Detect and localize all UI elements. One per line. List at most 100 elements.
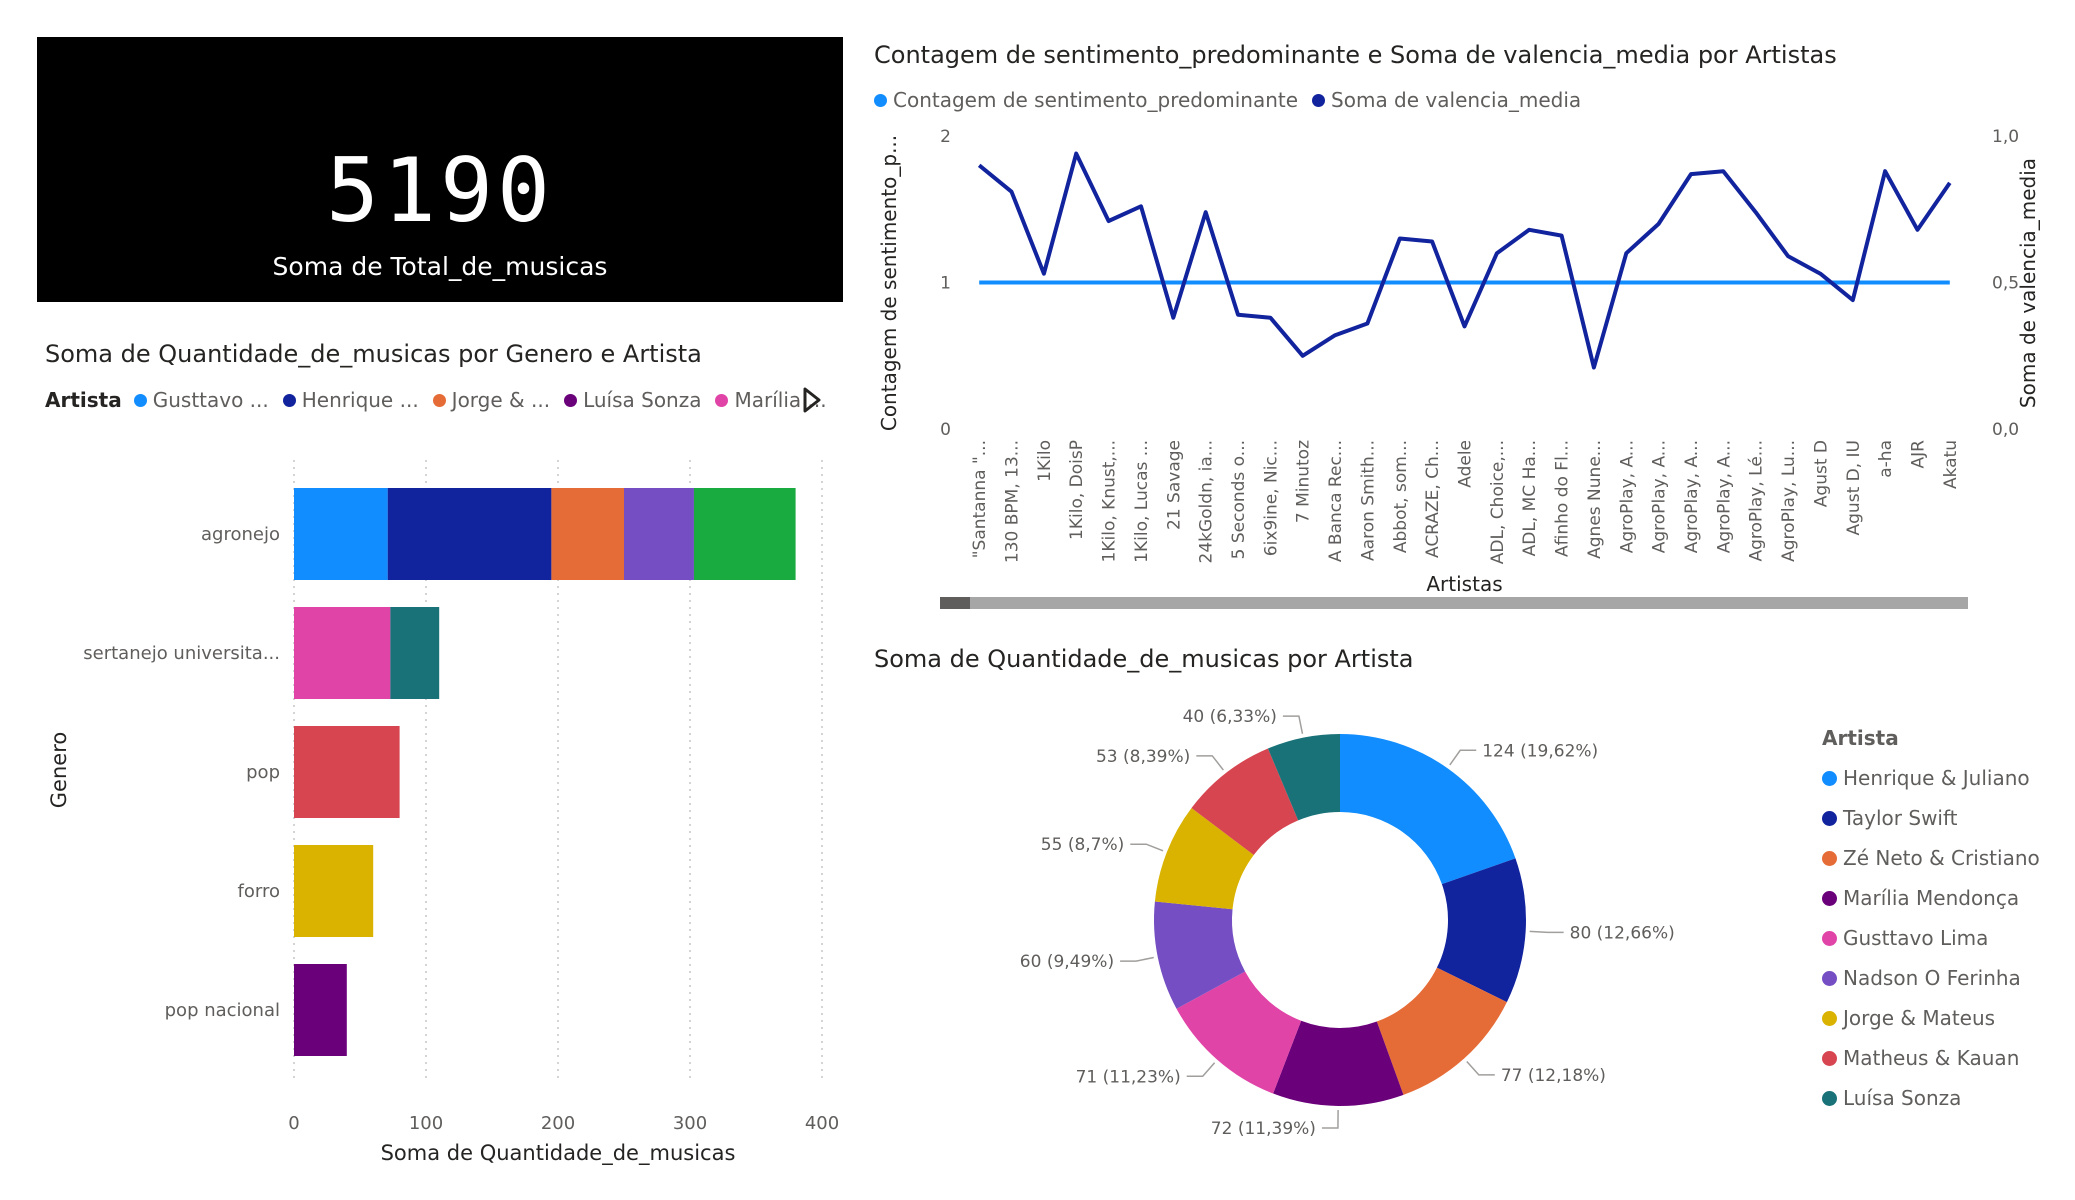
y-axis-title: Genero [47, 732, 71, 808]
y-tick-label: forro [238, 881, 280, 902]
donut-chart-legend: Artista Henrique & Juliano Taylor Swift Zé… [1822, 726, 2062, 1118]
x-tick-label: Abbot, som... [1391, 440, 1411, 553]
bar-legend-item[interactable]: Luísa Sonza [564, 388, 701, 412]
x-tick-label: 0 [288, 1113, 299, 1134]
donut-chart-title: Soma de Quantidade_de_musicas por Artist… [874, 645, 1414, 673]
donut-data-label: 53 (8,39%) [1096, 747, 1190, 767]
donut-data-label: 77 (12,18%) [1501, 1066, 1606, 1086]
x-tick-label: 6ix9ine, Nic... [1261, 440, 1281, 556]
y-right-tick-label: 0,0 [1992, 420, 2019, 440]
x-tick-label: Afinho do Fl... [1553, 440, 1573, 557]
x-tick-label: AJR [1908, 440, 1928, 469]
bar-legend-item[interactable]: Gusttavo ... [133, 388, 269, 412]
bar-legend-item[interactable]: Jorge & ... [432, 388, 550, 412]
legend-color-dot [282, 393, 296, 407]
bar-segment [693, 488, 796, 580]
line-chart-scrollbar-thumb[interactable] [940, 597, 970, 609]
donut-legend-item[interactable]: Matheus & Kauan [1822, 1038, 2062, 1078]
donut-legend-item[interactable]: Nadson O Ferinha [1822, 958, 2062, 998]
x-tick-label: 7 Minutoz [1294, 440, 1314, 523]
x-tick-label: ACRAZE, Ch... [1423, 440, 1443, 558]
donut-legend-item[interactable]: Zé Neto & Cristiano [1822, 838, 2062, 878]
bar-segment [294, 726, 400, 818]
donut-slice [1273, 1020, 1404, 1106]
donut-legend-item[interactable]: Gusttavo Lima [1822, 918, 2062, 958]
x-tick-label: Akatu [1941, 440, 1961, 489]
line-legend-label: Contagem de sentimento_predominante [893, 88, 1299, 112]
x-tick-label: 130 BPM, 13... [1003, 440, 1023, 563]
x-tick-label: Agust D, IU [1844, 440, 1864, 535]
y-tick-label: pop nacional [165, 1000, 280, 1021]
line-legend-item[interactable]: Soma de valencia_media [1312, 88, 1581, 112]
donut-data-label: 55 (8,7%) [1041, 835, 1125, 855]
donut-legend-item[interactable]: Jorge & Mateus [1822, 998, 2062, 1038]
donut-data-label: 72 (11,39%) [1211, 1119, 1316, 1139]
bar-legend-item[interactable]: Henrique ... [282, 388, 419, 412]
donut-legend-item[interactable]: Henrique & Juliano [1822, 758, 2062, 798]
x-tick-label: AgroPlay, Lé... [1747, 440, 1767, 562]
x-tick-label: AgroPlay, Lu... [1779, 440, 1799, 562]
donut-legend-item[interactable]: Luísa Sonza [1822, 1078, 2062, 1118]
donut-legend-item[interactable]: Marília Mendonça [1822, 878, 2062, 918]
legend-color-dot [1822, 850, 1837, 866]
line-chart-scrollbar[interactable] [940, 597, 1968, 609]
donut-legend-label: Henrique & Juliano [1843, 766, 2030, 790]
legend-color-dot [1822, 1090, 1837, 1106]
x-tick-label: 400 [805, 1113, 839, 1134]
x-tick-label: 1Kilo, Knust,... [1100, 440, 1120, 562]
x-tick-label: A Banca Rec... [1326, 440, 1346, 562]
x-axis-title: Artistas [1426, 572, 1502, 596]
legend-color-dot [1822, 770, 1837, 786]
kpi-value: 5190 [326, 139, 554, 242]
x-tick-label: Aaron Smith... [1358, 440, 1378, 561]
donut-leader-line [1130, 843, 1164, 852]
donut-slice [1191, 748, 1299, 855]
x-tick-label: "Santanna "... [970, 440, 990, 558]
legend-color-dot [1822, 930, 1837, 946]
donut-legend-label: Gusttavo Lima [1843, 926, 1989, 950]
line-chart: 0 1 2 0,0 0,5 1,0 Contagem de sentimento_p... S… [877, 127, 2040, 596]
line-chart-title: Contagem de sentimento_predominante e So… [874, 41, 1837, 69]
bar-segment [551, 488, 624, 580]
bar-legend-label: Gusttavo ... [152, 388, 269, 412]
donut-legend-item[interactable]: Taylor Swift [1822, 798, 2062, 838]
donut-slice [1154, 901, 1246, 1009]
donut-leader-line [1529, 930, 1564, 934]
x-axis-title: Soma de Quantidade_de_musicas [381, 1141, 736, 1166]
kpi-card[interactable]: 5190 Soma de Total_de_musicas [37, 37, 843, 302]
y-left-tick-label: 2 [940, 127, 951, 147]
donut-slice [1154, 807, 1254, 910]
donut-data-label: 124 (19,62%) [1482, 741, 1598, 761]
series-line-valencia [977, 151, 1952, 370]
y-right-tick-label: 1,0 [1992, 127, 2019, 147]
donut-slice [1436, 858, 1526, 1003]
line-legend-label: Soma de valencia_media [1331, 88, 1582, 112]
y-right-tick-label: 0,5 [1992, 274, 2019, 294]
bar-segment [390, 607, 440, 699]
donut-legend-label: Taylor Swift [1843, 806, 1958, 830]
play-arrow-icon[interactable] [800, 386, 824, 414]
donut-slice [1267, 734, 1340, 821]
x-tick-label: AgroPlay, A... [1682, 440, 1702, 553]
donut-legend-label: Matheus & Kauan [1843, 1046, 2020, 1070]
bar-segment [294, 488, 388, 580]
y-right-axis-title: Soma de valencia_media [2016, 158, 2040, 408]
legend-color-dot [1822, 970, 1837, 986]
donut-legend-label: Nadson O Ferinha [1843, 966, 2021, 990]
donut-leader-line [1186, 1062, 1216, 1078]
kpi-label: Soma de Total_de_musicas [272, 252, 608, 281]
donut-legend-label: Luísa Sonza [1843, 1086, 1962, 1110]
y-tick-label: agronejo [201, 524, 280, 545]
x-tick-label: AgroPlay, A... [1650, 440, 1670, 553]
line-legend-item[interactable]: Contagem de sentimento_predominante [874, 88, 1298, 112]
bar-chart-title: Soma de Quantidade_de_musicas por Genero… [45, 340, 702, 368]
x-tick-label: 1Kilo [1035, 440, 1055, 482]
legend-color-dot [1822, 890, 1837, 906]
x-tick-label: 1Kilo, Lucas ... [1132, 440, 1152, 563]
donut-leader-line [1120, 956, 1154, 962]
donut-chart: 124 (19,62%) 80 (12,66%) 77 (12,18%) 72 (11… [1020, 707, 1675, 1139]
line-chart-legend: Contagem de sentimento_predominante Soma … [874, 88, 1595, 112]
x-tick-label: AgroPlay, A... [1617, 440, 1637, 553]
x-tick-label: 21 Savage [1164, 440, 1184, 530]
legend-color-dot [1822, 1050, 1837, 1066]
